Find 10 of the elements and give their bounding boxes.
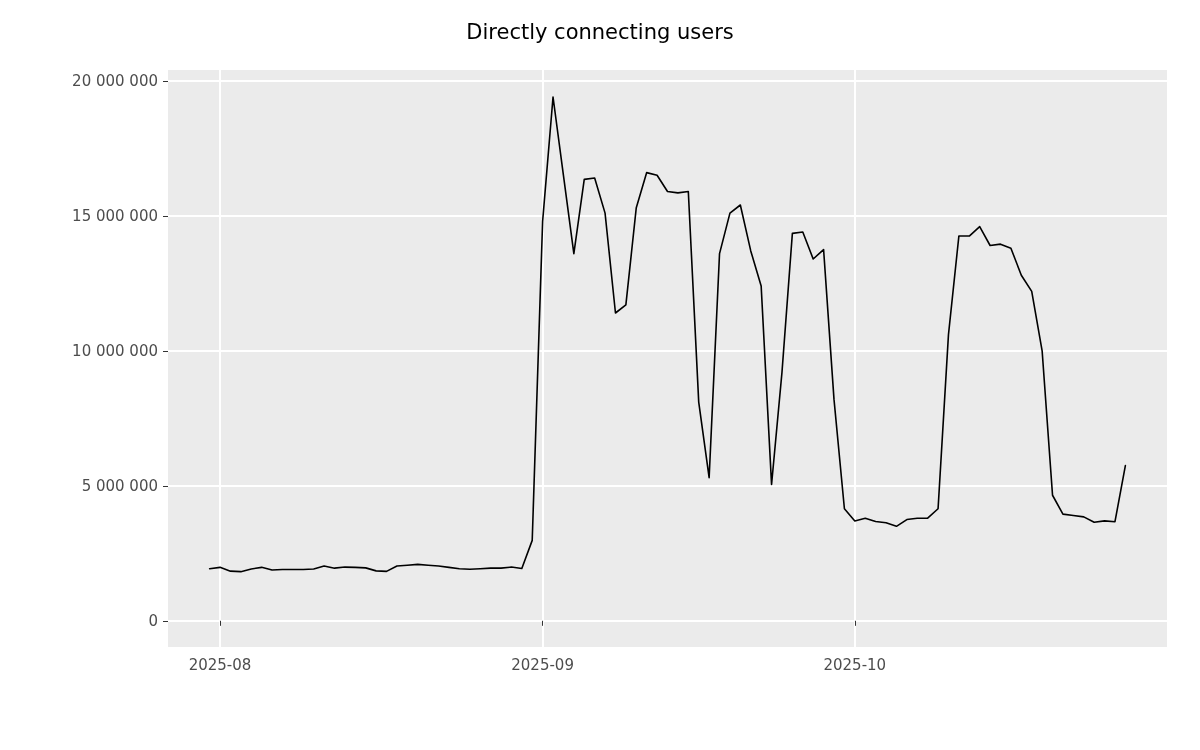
y-tick-label: 0 bbox=[148, 611, 158, 630]
y-tick-label: 5 000 000 bbox=[81, 476, 158, 495]
x-tick-label: 2025-09 bbox=[511, 655, 574, 674]
line-series bbox=[208, 96, 1127, 573]
y-tick-label: 20 000 000 bbox=[72, 71, 158, 90]
y-tick-label: 15 000 000 bbox=[72, 206, 158, 225]
x-tick-label: 2025-10 bbox=[823, 655, 887, 674]
y-tick-label: 10 000 000 bbox=[72, 341, 158, 360]
x-tick-label: 2025-08 bbox=[188, 655, 252, 674]
chart-title: Directly connecting users bbox=[466, 19, 734, 44]
